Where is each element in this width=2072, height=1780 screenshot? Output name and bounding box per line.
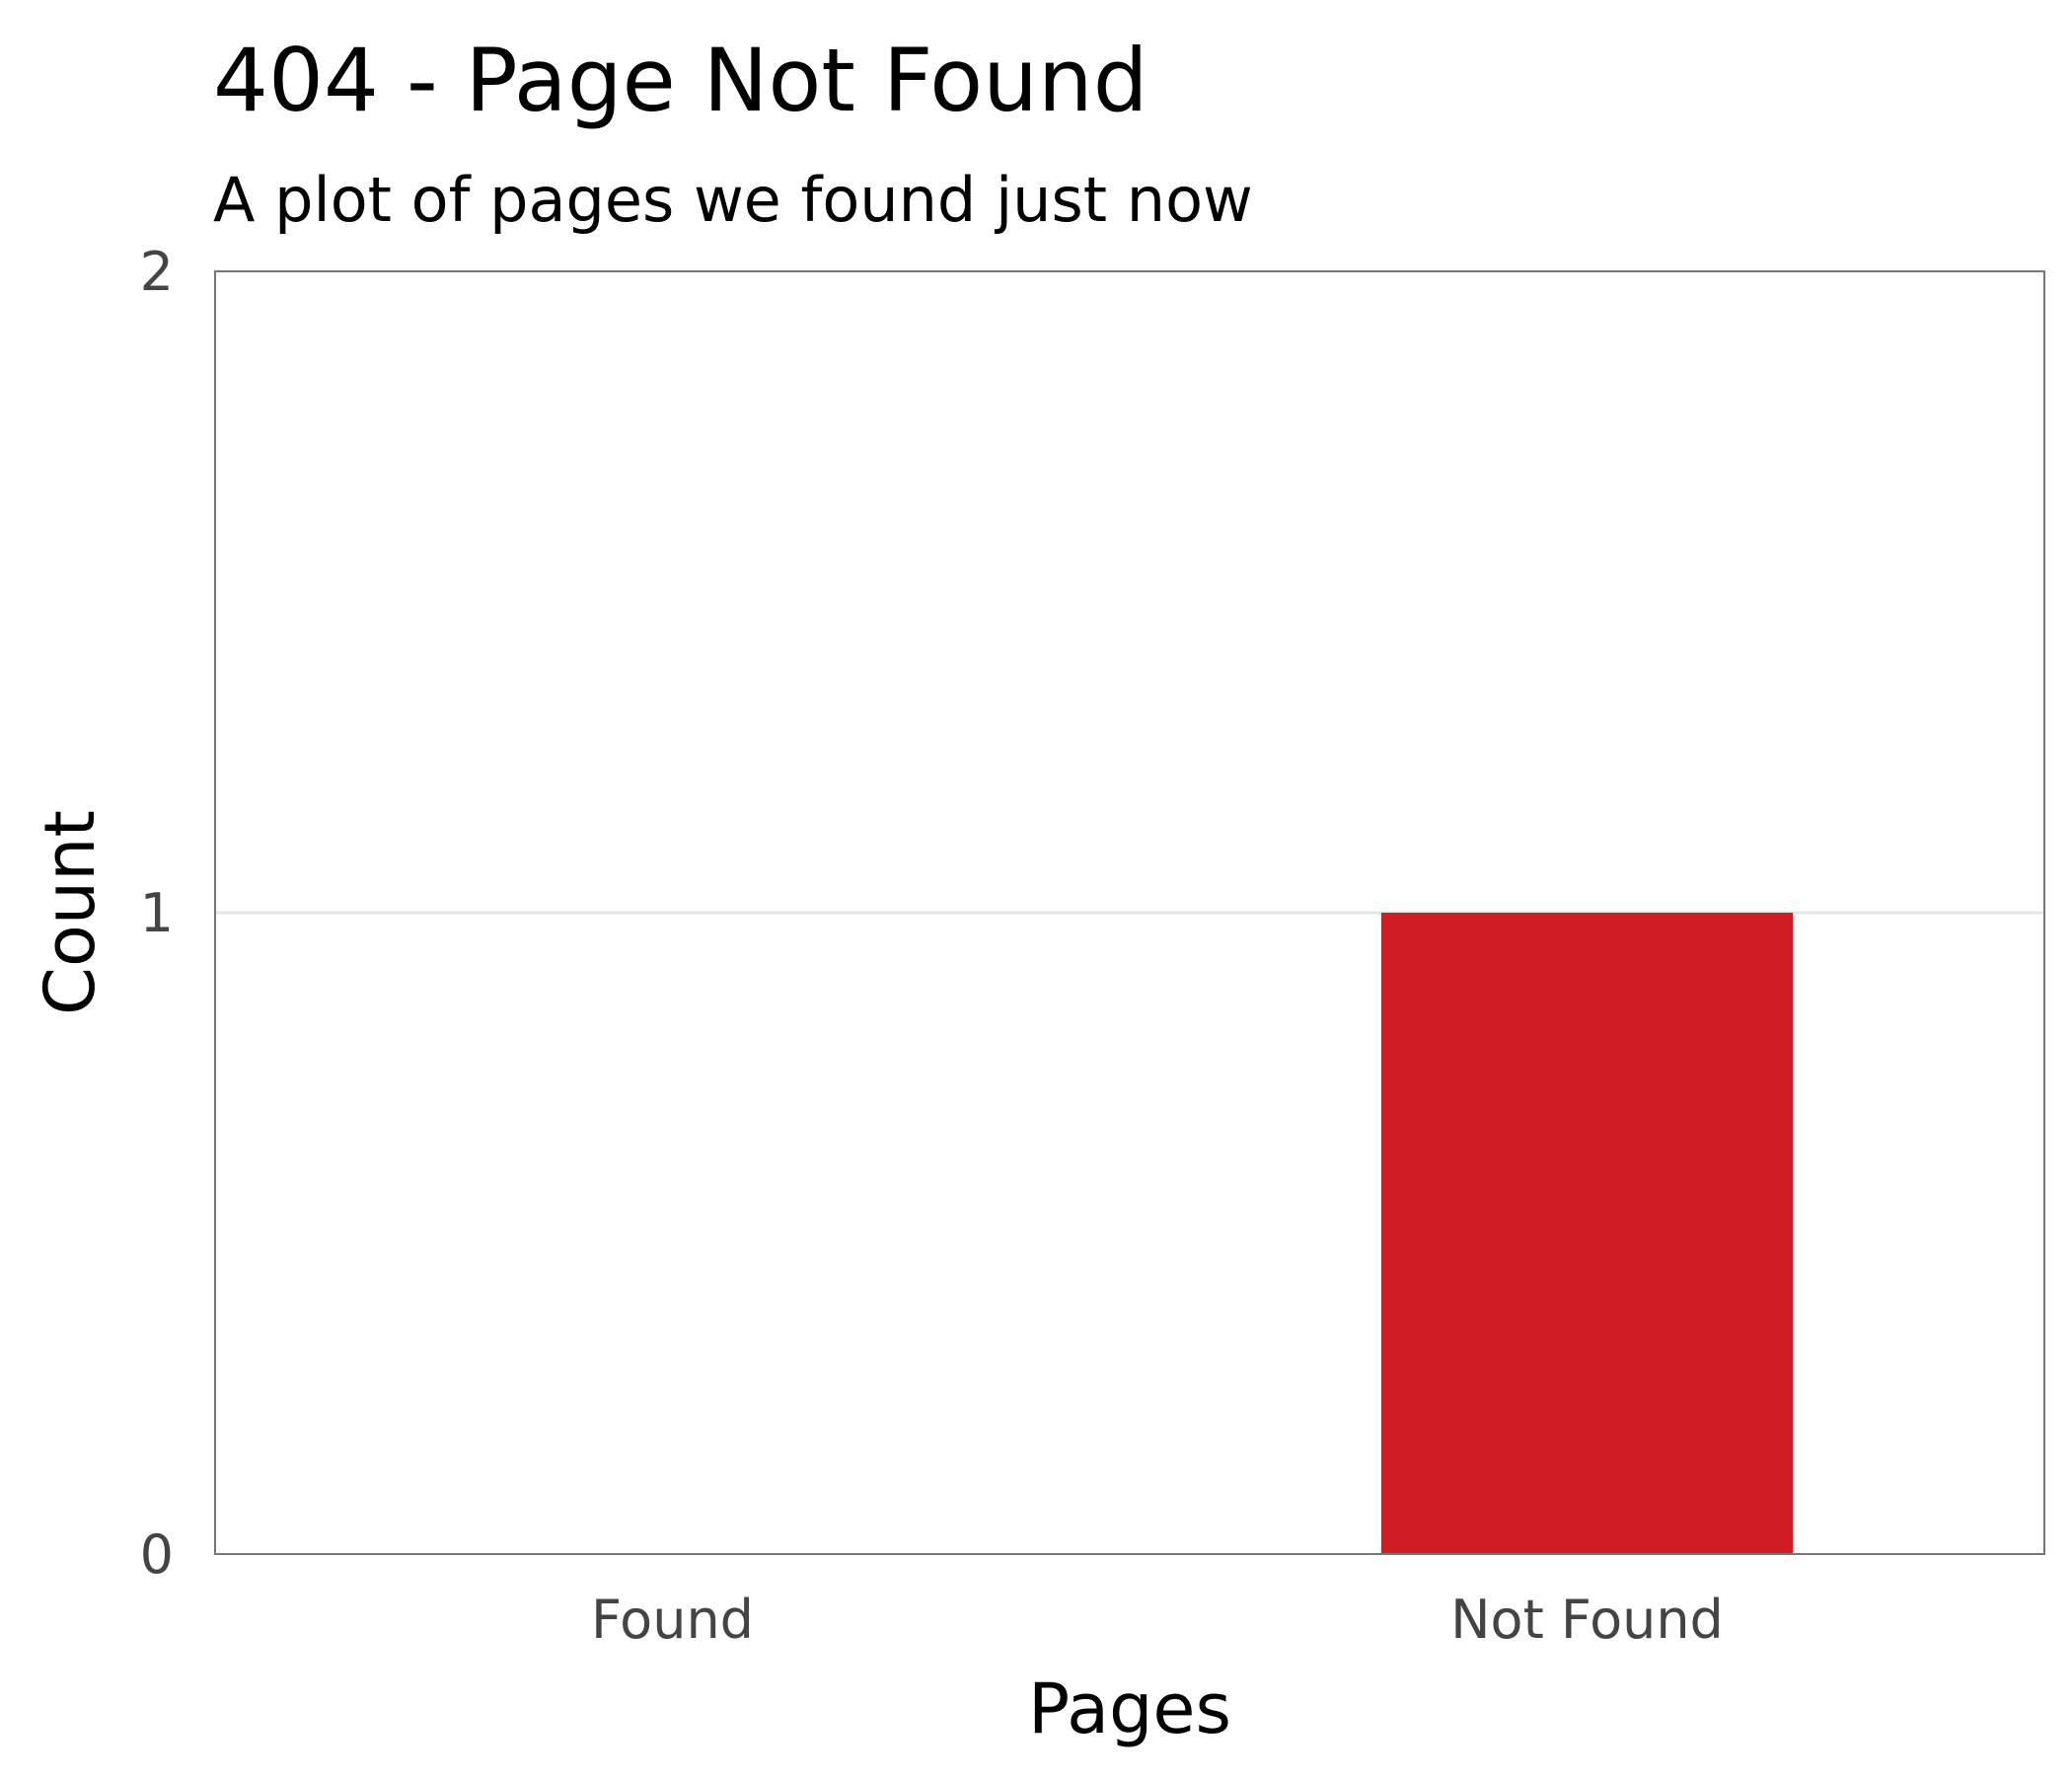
x-tick-label: Not Found	[1450, 1589, 1724, 1651]
y-axis-label: Count	[30, 810, 111, 1015]
chart-subtitle: A plot of pages we found just now	[213, 164, 1253, 236]
x-axis-label: Pages	[1028, 1669, 1231, 1749]
plot-panel-border	[214, 270, 2045, 1555]
bar-not-found	[1380, 913, 1794, 1554]
y-tick-label: 2	[140, 241, 174, 303]
y-axis-ticks: 0 1 2	[140, 241, 174, 1586]
x-axis-ticks: Found Not Found	[591, 1589, 1724, 1651]
y-tick-label: 1	[140, 882, 174, 944]
x-tick-label: Found	[591, 1589, 754, 1651]
bars	[1380, 913, 1794, 1554]
chart-title: 404 - Page Not Found	[213, 30, 1148, 131]
y-tick-label: 0	[140, 1523, 174, 1586]
